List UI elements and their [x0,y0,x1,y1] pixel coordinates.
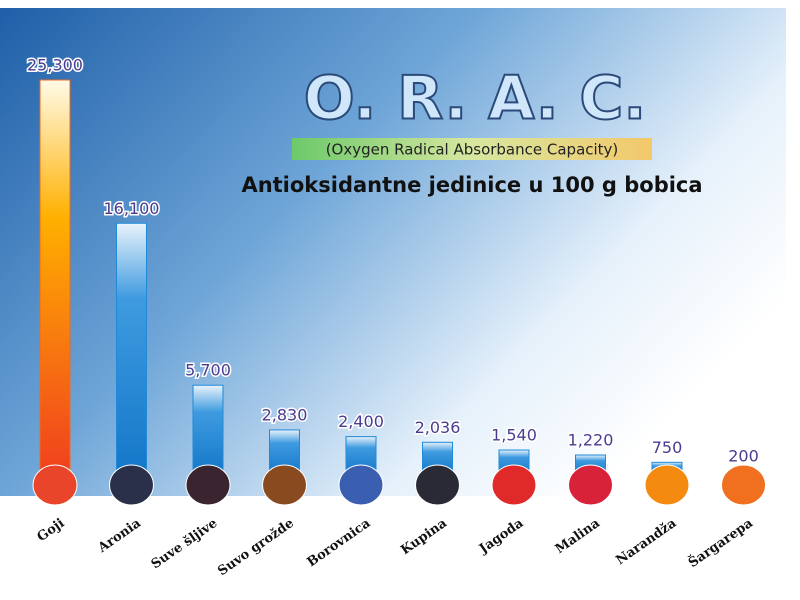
x-tick-label: Suvo grožde [215,516,296,579]
fruit-icon [415,464,460,506]
fruit-icon [32,464,78,506]
fruit-icon [644,464,690,506]
chart-description: Antioksidantne jedinice u 100 g bobica [241,173,702,197]
x-tick-label: Narandža [613,516,679,569]
bar [39,79,71,475]
x-tick-label: Goji [35,516,68,545]
x-tick-label: Malina [553,516,603,558]
value-label: 25,300 [27,56,83,75]
fruit-icon [491,464,537,506]
fruit-icon [109,464,154,506]
value-label: 2,830 [262,405,308,424]
value-label: 750 [652,438,683,457]
value-label: 2,036 [415,418,461,437]
value-label: 1,540 [491,426,537,445]
chart-title: O. R. A. C. [304,64,646,134]
fruit-icon [338,464,384,506]
x-tick-label: Jagoda [476,516,527,558]
value-label: 1,220 [568,431,614,450]
value-label: 16,100 [104,199,160,218]
value-label: 2,400 [338,412,384,431]
x-tick-label: Aronia [95,516,145,557]
x-tick-label: Suve šljive [149,516,221,572]
chart-subtitle: (Oxygen Radical Absorbance Capacity) [326,141,619,159]
fruit-icon [185,464,231,506]
value-label: 5,700 [185,361,231,380]
x-tick-label: Kupina [398,516,450,559]
bar [192,384,224,475]
value-label: 200 [728,446,759,465]
x-tick-label: Borovnica [305,516,374,571]
fruit-icon [568,464,613,506]
bar [116,222,147,475]
x-tick-label: Šargarepa [685,514,757,571]
subtitle-bg [292,138,652,160]
fruit-icon [262,464,307,506]
fruit-icon [721,464,766,506]
